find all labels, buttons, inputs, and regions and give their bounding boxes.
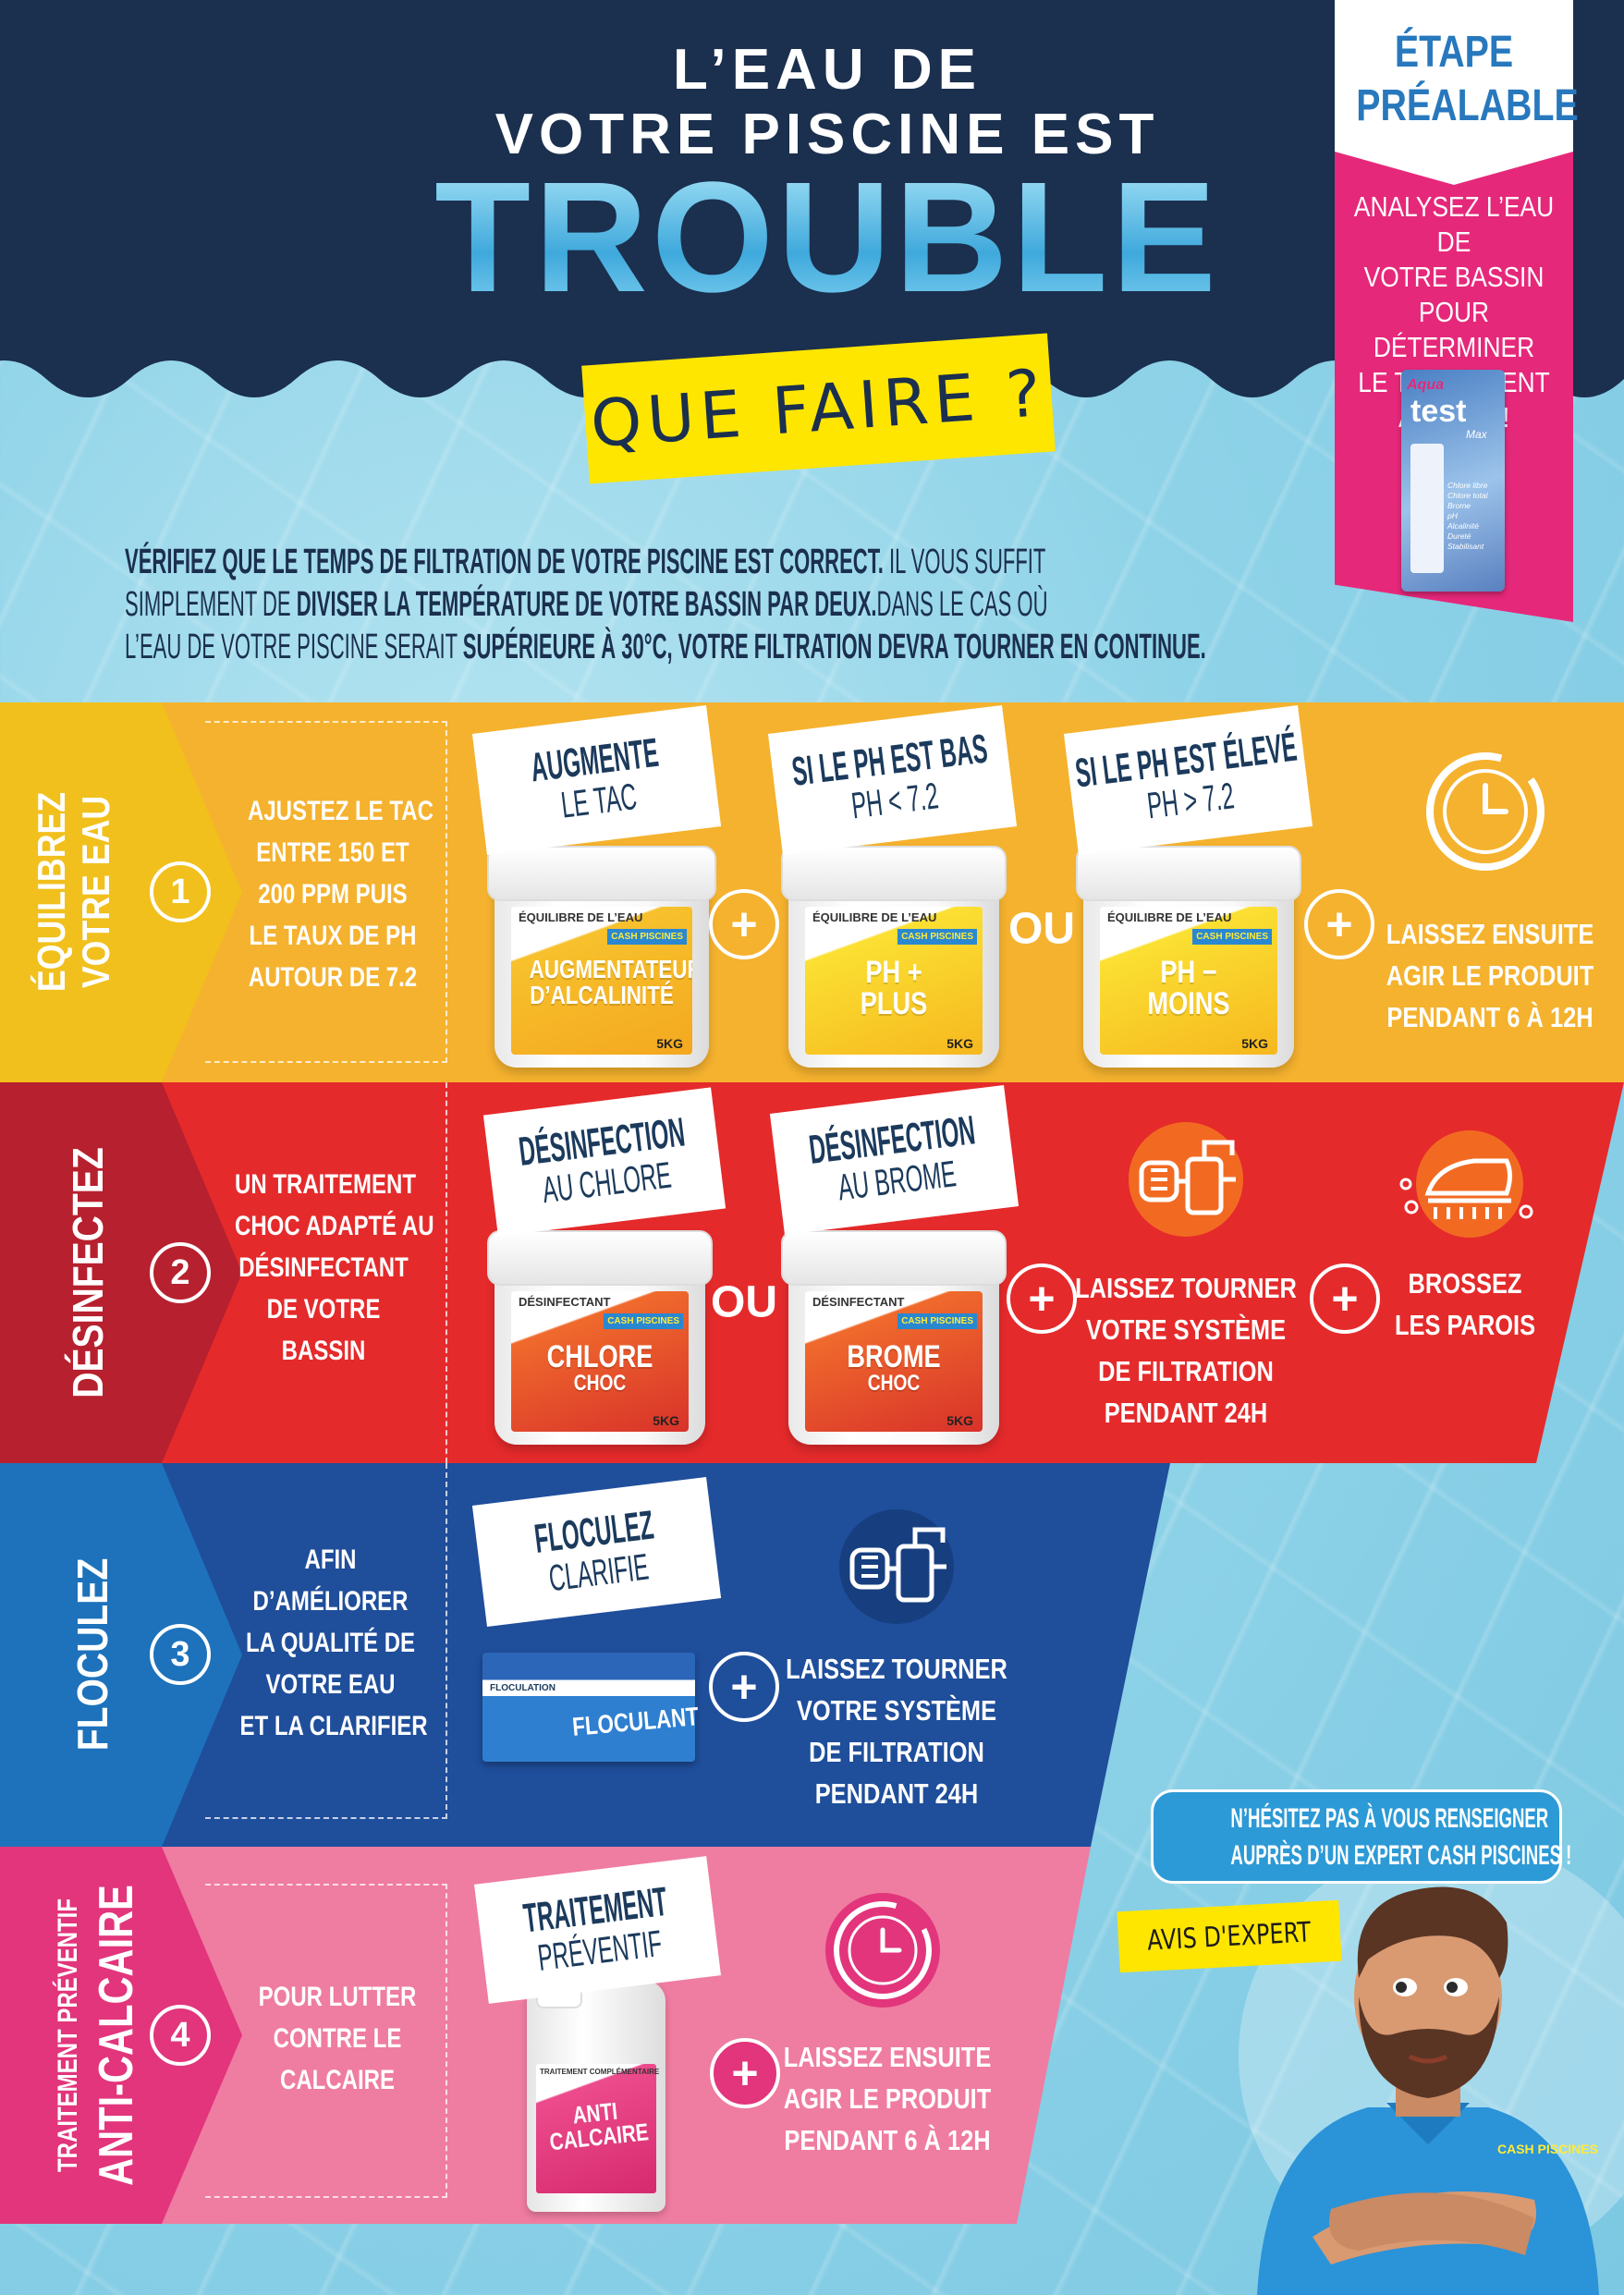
- aquatest-product-image: Aqua test Max Chlore libre Chlore total Br…: [1401, 370, 1505, 592]
- expert-tag: AVIS D'EXPERT: [1117, 1899, 1342, 1973]
- product-chlore-choc: DÉSINFECTANT CASH PISCINES CHLORE CHOC 5KG: [487, 1230, 713, 1445]
- title-line-2: VOTRE PISCINE EST: [495, 103, 1160, 166]
- intro-paragraph: VÉRIFIEZ QUE LE TEMPS DE FILTRATION DE V…: [125, 543, 1206, 666]
- step-3-number: 3: [150, 1624, 211, 1685]
- step-4-description: POUR LUTTER CONTRE LE CALCAIRE: [258, 1982, 417, 2095]
- product-card-preventive: TRAITEMENT PRÉVENTIF: [474, 1856, 721, 2004]
- dashed-frame: [205, 721, 447, 1063]
- product-card-chlorine: DÉSINFECTION AU CHLORE: [482, 1087, 727, 1237]
- or-label: OU: [711, 1277, 777, 1327]
- step-1-description: AJUSTEZ LE TAC ENTRE 150 ET 200 PPM PUIS LE…: [248, 796, 433, 993]
- plus-icon: +: [1310, 1263, 1380, 1334]
- clock-icon: [1426, 752, 1545, 871]
- product-card-ph-high: SI LE PH EST ÉLEVÉ PH > 7.2: [1063, 704, 1313, 856]
- title-line-1: L’EAU DE: [673, 38, 982, 102]
- step-1-balance-water: ÉQUILIBREZ VOTRE EAU 1 AJUSTEZ LE TAC ENTR…: [0, 702, 1624, 1082]
- step-2-action-filtration: LAISSEZ TOURNER VOTRE SYSTÈME DE FILTRATIO…: [1075, 1272, 1297, 1429]
- prerequisite-banner: ÉTAPE PRÉALABLE ANALYSEZ L’EAU DE VOTRE B…: [1335, 0, 1579, 622]
- step-4-number: 4: [150, 2005, 211, 2066]
- brush-icon: [1399, 1130, 1533, 1238]
- product-ph-plus: ÉQUILIBRE DE L’EAU CASH PISCINES PH + PLUS 5…: [781, 846, 1007, 1068]
- title-trouble: TROUBLE: [430, 159, 1225, 316]
- product-floculant-box: FLOCULATION FLOCULANT: [482, 1653, 700, 1762]
- dashed-frame: [205, 1884, 447, 2198]
- step-1-title: ÉQUILIBREZ VOTRE EAU: [30, 791, 117, 993]
- step-2-disinfect: DÉSINFECTEZ 2 UN TRAITEMENT CHOC ADAPTÉ A…: [0, 1082, 1624, 1463]
- filtration-icon: [839, 1509, 954, 1624]
- dashed-frame: [205, 1463, 447, 1819]
- plus-icon: +: [1304, 889, 1374, 959]
- step-4-title: TRAITEMENT PRÉVENTIF ANTI-CALCAIRE: [53, 1885, 143, 2186]
- step-1-number: 1: [150, 861, 211, 922]
- step-2-title: DÉSINFECTEZ: [64, 1147, 112, 1398]
- step-2-number: 2: [150, 1242, 211, 1303]
- step-3-flocculate: FLOCULEZ 3 AFIN D’AMÉLIORER LA QUALITÉ DE V…: [0, 1463, 1170, 1847]
- product-anti-calcaire-bottle: TRAITEMENT COMPLÉMENTAIRE ANTI CALCAIRE: [527, 1981, 665, 2212]
- step-2-description: UN TRAITEMENT CHOC ADAPTÉ AU DÉSINFECTANT D…: [235, 1169, 434, 1366]
- clock-icon: [825, 1893, 940, 2008]
- header-wave-background: [0, 0, 1624, 397]
- product-ph-minus: ÉQUILIBRE DE L’EAU CASH PISCINES PH − MOINS…: [1076, 846, 1301, 1068]
- step-1-action: LAISSEZ ENSUITE AGIR LE PRODUIT PENDANT 6 …: [1386, 918, 1594, 1033]
- prerequisite-title-2: PRÉALABLE: [1356, 81, 1579, 130]
- expert-speech-bubble: N’HÉSITEZ PAS À VOUS RENSEIGNER AUPRÈS D…: [1151, 1789, 1571, 1884]
- plus-icon: +: [710, 2038, 780, 2108]
- product-card-bromine: DÉSINFECTION AU BROME: [769, 1084, 1020, 1236]
- step-3-title: FLOCULEZ: [68, 1557, 116, 1752]
- product-alkalinity-increaser: ÉQUILIBRE DE L’EAU CASH PISCINES AUGMENTAT…: [487, 846, 716, 1068]
- step-3-description: AFIN D’AMÉLIORER LA QUALITÉ DE VOTRE EAU ET …: [239, 1544, 428, 1741]
- step-3-action: LAISSEZ TOURNER VOTRE SYSTÈME DE FILTRATIO…: [786, 1653, 1007, 1810]
- step-4-anti-scale: TRAITEMENT PRÉVENTIF ANTI-CALCAIRE 4 POUR…: [0, 1847, 1091, 2224]
- plus-icon: +: [709, 889, 779, 959]
- product-card-increase-tac: AUGMENTE LE TAC: [471, 704, 722, 856]
- dashed-frame: [205, 1082, 447, 1463]
- product-card-flocculate: FLOCULEZ CLARIFIE: [471, 1476, 722, 1628]
- plus-icon: +: [709, 1652, 779, 1722]
- header: L’EAU DE VOTRE PISCINE EST TROUBLE QUE F…: [0, 0, 1624, 484]
- or-label: OU: [1008, 904, 1075, 954]
- filtration-icon: [1129, 1122, 1243, 1237]
- prerequisite-title-1: ÉTAPE: [1394, 28, 1514, 77]
- product-card-ph-low: SI LE PH EST BAS PH < 7.2: [767, 704, 1018, 856]
- step-4-action: LAISSEZ ENSUITE AGIR LE PRODUIT PENDANT 6 …: [783, 2041, 992, 2156]
- product-brome-choc: DÉSINFECTANT CASH PISCINES BROME CHOC 5KG: [781, 1230, 1007, 1445]
- step-2-action-brush: BROSSEZ LES PAROIS: [1394, 1267, 1536, 1341]
- expert-avatar-illustration: CASH PISCINES: [1257, 1886, 1599, 2295]
- plus-icon: +: [1007, 1263, 1077, 1334]
- shirt-logo: CASH PISCINES: [1497, 2142, 1598, 2156]
